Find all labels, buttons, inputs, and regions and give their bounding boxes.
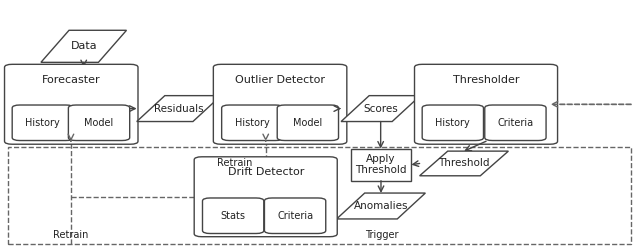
FancyBboxPatch shape: [484, 105, 546, 141]
Text: Model: Model: [293, 118, 323, 128]
Text: Retrain: Retrain: [53, 230, 88, 240]
Text: Forecaster: Forecaster: [42, 75, 100, 85]
Text: Drift Detector: Drift Detector: [228, 167, 304, 177]
FancyBboxPatch shape: [422, 105, 483, 141]
FancyBboxPatch shape: [221, 105, 283, 141]
Text: Criteria: Criteria: [497, 118, 534, 128]
FancyBboxPatch shape: [202, 198, 264, 234]
FancyBboxPatch shape: [277, 105, 339, 141]
Text: Stats: Stats: [221, 211, 246, 221]
Polygon shape: [337, 193, 426, 219]
FancyBboxPatch shape: [194, 157, 337, 237]
Text: Scores: Scores: [364, 104, 398, 114]
FancyBboxPatch shape: [4, 64, 138, 144]
Polygon shape: [420, 151, 508, 176]
Text: Apply
Threshold: Apply Threshold: [355, 154, 407, 176]
Text: Anomalies: Anomalies: [354, 201, 408, 211]
Polygon shape: [341, 96, 420, 122]
Text: Criteria: Criteria: [277, 211, 313, 221]
FancyBboxPatch shape: [415, 64, 557, 144]
Text: Outlier Detector: Outlier Detector: [235, 75, 325, 85]
Text: Residuals: Residuals: [154, 104, 204, 114]
FancyBboxPatch shape: [12, 105, 74, 141]
Text: Thresholder: Thresholder: [452, 75, 519, 85]
Text: Data: Data: [70, 41, 97, 51]
FancyBboxPatch shape: [213, 64, 347, 144]
Text: Trigger: Trigger: [365, 230, 398, 240]
Polygon shape: [137, 96, 221, 122]
Text: History: History: [26, 118, 60, 128]
Bar: [351, 149, 412, 181]
Bar: [8, 147, 631, 244]
Text: Threshold: Threshold: [438, 158, 490, 168]
FancyBboxPatch shape: [68, 105, 130, 141]
Text: Retrain: Retrain: [216, 158, 252, 168]
Text: Model: Model: [84, 118, 114, 128]
Text: History: History: [435, 118, 470, 128]
Polygon shape: [41, 30, 127, 62]
Text: History: History: [235, 118, 269, 128]
FancyBboxPatch shape: [264, 198, 326, 234]
